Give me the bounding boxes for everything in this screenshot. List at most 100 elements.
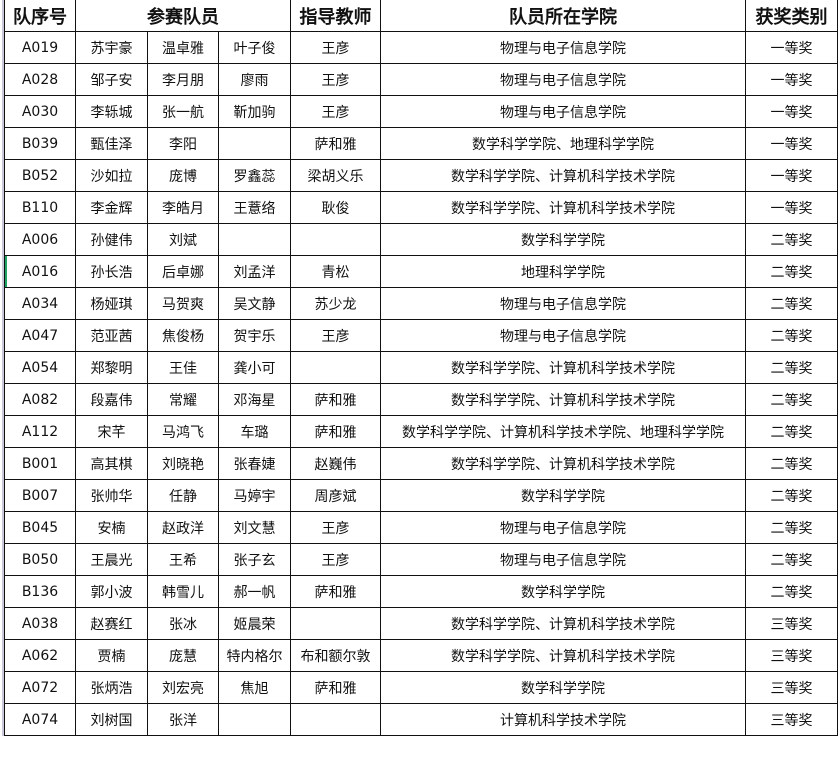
- team-id-cell[interactable]: B052: [4, 159, 76, 192]
- school-cell[interactable]: 数学科学学院、计算机科学技术学院: [380, 191, 746, 224]
- header-id[interactable]: 队序号: [4, 0, 76, 32]
- team-id-cell[interactable]: B045: [4, 511, 76, 544]
- school-cell[interactable]: 数学科学学院、计算机科学技术学院: [380, 639, 746, 672]
- team-id-cell[interactable]: A072: [4, 671, 76, 704]
- award-cell[interactable]: 二等奖: [745, 575, 838, 608]
- member3-cell[interactable]: 马婷宇: [218, 479, 291, 512]
- member1-cell[interactable]: 赵赛红: [75, 607, 148, 640]
- member2-cell[interactable]: 王佳: [147, 351, 219, 384]
- award-cell[interactable]: 一等奖: [745, 31, 838, 64]
- member2-cell[interactable]: 李月朋: [147, 63, 219, 96]
- advisor-cell[interactable]: 王彦: [290, 95, 381, 128]
- member1-cell[interactable]: 张帅华: [75, 479, 148, 512]
- advisor-cell[interactable]: [290, 703, 381, 736]
- award-cell[interactable]: 二等奖: [745, 287, 838, 320]
- school-cell[interactable]: 物理与电子信息学院: [380, 319, 746, 352]
- member1-cell[interactable]: 郑黎明: [75, 351, 148, 384]
- member2-cell[interactable]: 庞慧: [147, 639, 219, 672]
- award-cell[interactable]: 一等奖: [745, 63, 838, 96]
- member3-cell[interactable]: 廖雨: [218, 63, 291, 96]
- member3-cell[interactable]: 贺宇乐: [218, 319, 291, 352]
- member1-cell[interactable]: 刘树国: [75, 703, 148, 736]
- member2-cell[interactable]: 马鸿飞: [147, 415, 219, 448]
- member1-cell[interactable]: 杨娅琪: [75, 287, 148, 320]
- member1-cell[interactable]: 高其棋: [75, 447, 148, 480]
- school-cell[interactable]: 地理科学学院: [380, 255, 746, 288]
- school-cell[interactable]: 计算机科学技术学院: [380, 703, 746, 736]
- team-id-cell[interactable]: A019: [4, 31, 76, 64]
- team-id-cell[interactable]: A054: [4, 351, 76, 384]
- member3-cell[interactable]: 吴文静: [218, 287, 291, 320]
- team-id-cell[interactable]: B050: [4, 543, 76, 576]
- member3-cell[interactable]: 刘文慧: [218, 511, 291, 544]
- member2-cell[interactable]: 任静: [147, 479, 219, 512]
- award-cell[interactable]: 一等奖: [745, 95, 838, 128]
- school-cell[interactable]: 数学科学学院: [380, 223, 746, 256]
- school-cell[interactable]: 数学科学学院、计算机科学技术学院: [380, 351, 746, 384]
- member2-cell[interactable]: 马贺爽: [147, 287, 219, 320]
- advisor-cell[interactable]: [290, 607, 381, 640]
- member3-cell[interactable]: 罗鑫蕊: [218, 159, 291, 192]
- member1-cell[interactable]: 贾楠: [75, 639, 148, 672]
- school-cell[interactable]: 物理与电子信息学院: [380, 63, 746, 96]
- award-cell[interactable]: 二等奖: [745, 543, 838, 576]
- advisor-cell[interactable]: 萨和雅: [290, 671, 381, 704]
- member1-cell[interactable]: 甄佳泽: [75, 127, 148, 160]
- award-cell[interactable]: 三等奖: [745, 703, 838, 736]
- team-id-cell[interactable]: A112: [4, 415, 76, 448]
- header-members[interactable]: 参赛队员: [75, 0, 291, 32]
- advisor-cell[interactable]: 萨和雅: [290, 575, 381, 608]
- member3-cell[interactable]: 靳加驹: [218, 95, 291, 128]
- advisor-cell[interactable]: 苏少龙: [290, 287, 381, 320]
- team-id-cell[interactable]: A062: [4, 639, 76, 672]
- member1-cell[interactable]: 李金辉: [75, 191, 148, 224]
- member3-cell[interactable]: 龚小可: [218, 351, 291, 384]
- award-cell[interactable]: 二等奖: [745, 255, 838, 288]
- team-id-cell[interactable]: A082: [4, 383, 76, 416]
- school-cell[interactable]: 数学科学学院: [380, 575, 746, 608]
- advisor-cell[interactable]: 耿俊: [290, 191, 381, 224]
- award-cell[interactable]: 三等奖: [745, 607, 838, 640]
- member2-cell[interactable]: 庞博: [147, 159, 219, 192]
- member1-cell[interactable]: 王晨光: [75, 543, 148, 576]
- member2-cell[interactable]: 王希: [147, 543, 219, 576]
- advisor-cell[interactable]: 赵巍伟: [290, 447, 381, 480]
- member1-cell[interactable]: 邹子安: [75, 63, 148, 96]
- award-cell[interactable]: 二等奖: [745, 511, 838, 544]
- member1-cell[interactable]: 苏宇豪: [75, 31, 148, 64]
- member2-cell[interactable]: 焦俊杨: [147, 319, 219, 352]
- school-cell[interactable]: 数学科学学院、计算机科学技术学院: [380, 607, 746, 640]
- member3-cell[interactable]: 张春婕: [218, 447, 291, 480]
- member2-cell[interactable]: 刘晓艳: [147, 447, 219, 480]
- award-cell[interactable]: 一等奖: [745, 191, 838, 224]
- advisor-cell[interactable]: 布和额尔敦: [290, 639, 381, 672]
- team-id-cell[interactable]: B136: [4, 575, 76, 608]
- school-cell[interactable]: 数学科学学院、计算机科学技术学院、地理科学学院: [380, 415, 746, 448]
- member1-cell[interactable]: 孙长浩: [75, 255, 148, 288]
- advisor-cell[interactable]: 王彦: [290, 31, 381, 64]
- member3-cell[interactable]: 车璐: [218, 415, 291, 448]
- member3-cell[interactable]: 叶子俊: [218, 31, 291, 64]
- team-id-cell[interactable]: A030: [4, 95, 76, 128]
- member3-cell[interactable]: 姬晨荣: [218, 607, 291, 640]
- member3-cell[interactable]: 特内格尔: [218, 639, 291, 672]
- advisor-cell[interactable]: 王彦: [290, 319, 381, 352]
- school-cell[interactable]: 物理与电子信息学院: [380, 95, 746, 128]
- school-cell[interactable]: 物理与电子信息学院: [380, 31, 746, 64]
- member3-cell[interactable]: 王薏络: [218, 191, 291, 224]
- award-cell[interactable]: 二等奖: [745, 383, 838, 416]
- school-cell[interactable]: 数学科学学院: [380, 479, 746, 512]
- award-cell[interactable]: 二等奖: [745, 447, 838, 480]
- team-id-cell[interactable]: A034: [4, 287, 76, 320]
- school-cell[interactable]: 数学科学学院: [380, 671, 746, 704]
- member3-cell[interactable]: 刘孟洋: [218, 255, 291, 288]
- award-cell[interactable]: 二等奖: [745, 319, 838, 352]
- member1-cell[interactable]: 宋芊: [75, 415, 148, 448]
- member1-cell[interactable]: 段嘉伟: [75, 383, 148, 416]
- team-id-cell[interactable]: B007: [4, 479, 76, 512]
- member3-cell[interactable]: 焦旭: [218, 671, 291, 704]
- advisor-cell[interactable]: [290, 351, 381, 384]
- advisor-cell[interactable]: 萨和雅: [290, 415, 381, 448]
- school-cell[interactable]: 数学科学学院、计算机科学技术学院: [380, 159, 746, 192]
- advisor-cell[interactable]: 梁胡义乐: [290, 159, 381, 192]
